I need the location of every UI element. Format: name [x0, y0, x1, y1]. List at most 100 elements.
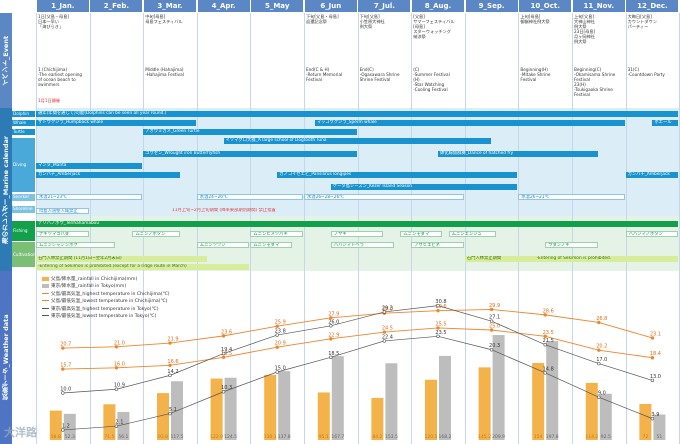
season-bar-diving: ケータ島シーズン_Kezer Island Season [330, 184, 518, 190]
event-entry: End(C) -Ogasawara Shrine Shrine Festival [359, 67, 400, 82]
legend-item: 父島/降水量_rainfall in Chichijima(mm) [42, 275, 170, 283]
rain-bar [210, 378, 223, 440]
month-header: 12_Dec. [626, 0, 679, 12]
temp-label: 5.1 [169, 407, 177, 413]
month-header: 6_Jun [304, 0, 357, 12]
rain-bar [478, 367, 491, 440]
month-divider [196, 13, 198, 444]
temp-point [329, 355, 333, 359]
row-label-cultivation: Cultivation [12, 242, 35, 267]
season-bar-cultivation: ハハジマトベラ [330, 242, 395, 248]
month-divider [572, 13, 573, 444]
temp-point [275, 345, 279, 349]
season-bar-cultivation: -Entering of Sekimon is prohibited. [534, 256, 679, 262]
temp-point [221, 355, 226, 359]
rain-label: 84.2 [372, 434, 382, 440]
month-divider [304, 13, 305, 444]
temp-label: 10.0 [60, 387, 71, 393]
rain-label: 137.8 [278, 434, 291, 440]
temp-label: 13.0 [650, 374, 661, 380]
month-header-row: 1_Jan. 2_Feb. 3_Mar. 4_Apr. 5_May 6_Jun 7_Jul.… [36, 0, 680, 13]
event-entry: Beginning(H) -Mitake Shrine Festival [520, 67, 551, 82]
temp-label: 14.2 [167, 369, 178, 375]
month-divider [411, 13, 413, 444]
legend-label: 東京/最高気温_highest temperature in Tokyo(℃) [51, 306, 159, 312]
temp-label: 28.6 [543, 308, 554, 314]
temp-point [436, 326, 440, 330]
legend-swatch [42, 276, 49, 281]
month-header: 4_Apr. [197, 0, 250, 12]
temp-point [168, 341, 172, 345]
temp-point [221, 390, 226, 394]
temp-label: 21.0 [114, 340, 125, 346]
temp-label: 26.0 [328, 319, 339, 325]
temp-label: 23.8 [275, 329, 286, 335]
event-entry: 下旬[父島] 小笠原大神社 例大祭 [359, 14, 385, 29]
season-bar-snorkel: 水温24~26℃ [196, 194, 303, 200]
season-bar-fishing: ムニンノボタン [132, 231, 180, 237]
temp-label: 27.1 [489, 315, 500, 321]
month-header: 7_Jul. [358, 0, 411, 12]
temp-label: 30.8 [435, 299, 446, 305]
legend-item: 東京/最低気温_lowest temperature in Tokyo(℃) [42, 313, 170, 321]
legend-swatch [42, 315, 49, 317]
temp-point [61, 367, 65, 371]
event-entry: 下旬[父島・母島] 返還記念祭 [306, 14, 339, 24]
month-divider [357, 13, 359, 444]
rain-bar [439, 355, 451, 440]
month-divider [625, 13, 627, 444]
season-bar-cultivation: ウダンノキ [545, 242, 598, 248]
rain-bar [425, 379, 437, 440]
legend-label: 父島/最低気温_lowest temperature in Chichijima… [51, 299, 168, 305]
event-entry: 上旬[母島] 御嶽神社例大祭 [520, 14, 550, 24]
temp-point [221, 334, 226, 338]
temp-point [436, 303, 440, 308]
rain-label: 209.9 [492, 434, 505, 440]
season-bar-cultivation: 石門入林禁止期間 (11月1日~翌年2月末日) [36, 256, 207, 262]
temp-label: 17.0 [596, 357, 607, 363]
temp-label: 24.5 [382, 326, 393, 332]
rain-label: 120.5 [425, 434, 438, 440]
season-bar-diving: カノコイセエビ_Pansilirus longipes [277, 172, 518, 178]
temp-point [168, 411, 172, 416]
temp-label: 23.5 [435, 330, 446, 336]
season-bar-fishing: ムニンエンジュ [448, 231, 496, 237]
temp-label: 23.6 [221, 329, 232, 335]
season-bar-cultivation: ムニンシャシンボク [36, 242, 116, 248]
temp-point [275, 324, 279, 328]
row-label-turtle: Turtle [12, 129, 35, 135]
temp-label: 27.9 [328, 311, 339, 317]
temp-point [543, 334, 547, 338]
month-divider [518, 13, 520, 444]
season-bar-cultivation: -Entering of Sekimon is prohibited.(exce… [36, 264, 250, 270]
month-header: 2_Feb. [90, 0, 143, 12]
rain-label: 167.7 [331, 434, 344, 440]
temp-label: 22.4 [382, 334, 393, 340]
legend-label: 父島/降水量_rainfall in Chichijima(mm) [51, 276, 138, 282]
season-bar-cultivation: ムニンモダマ [250, 242, 293, 248]
season-bar-diving: 鉢化嫁魚群舞_Dance of hatched fry [438, 151, 598, 157]
legend-item: 東京/降水量_rainfall in Tokyo(mm) [42, 283, 170, 291]
legend-swatch [42, 292, 49, 295]
chart-legend: 父島/降水量_rainfall in Chichijima(mm) 東京/降水量_… [42, 275, 170, 320]
temp-point [329, 337, 333, 341]
rain-label: 130.1 [264, 434, 277, 440]
temp-label: 9.0 [598, 391, 606, 397]
legend-label: 東京/最低気温_lowest temperature in Tokyo(℃) [51, 314, 157, 320]
event-section-bg [0, 13, 680, 108]
month-header: 3_Mar. [144, 0, 196, 12]
temp-label: 20.7 [60, 342, 71, 348]
legend-item: 東京/最高気温_highest temperature in Tokyo(℃) [42, 305, 170, 313]
season-bar-fishing: ムニンヒメツバキ [250, 231, 303, 237]
season-bar-fishing: ハハジマノボタン [625, 231, 679, 237]
season-bar-dolphin: 通年(年間を通じて)可能(Dolphins can be seen all ye… [36, 111, 679, 117]
row-label-dolphin: Dolphin [12, 111, 35, 117]
rain-label: 58.8 [51, 434, 61, 440]
temp-point [489, 348, 494, 352]
season-bar-cultivation: 石門入林禁止期間 [464, 256, 545, 262]
month-header: 11_Nov. [572, 0, 625, 12]
legend-label: 東京/降水量_rainfall in Tokyo(mm) [51, 284, 127, 290]
temp-point [61, 391, 65, 395]
temp-point [382, 339, 387, 343]
